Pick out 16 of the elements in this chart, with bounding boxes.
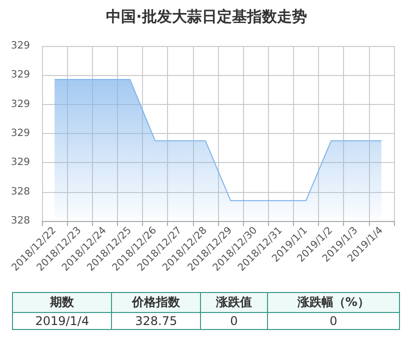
text: 涨跌值: [200, 292, 268, 312]
y-tick-label: 328: [10, 216, 30, 226]
y-tick-label: 329: [10, 40, 30, 52]
y-tick-label: 329: [10, 157, 30, 168]
y-tick-label: 329: [10, 98, 30, 110]
text: 0: [267, 312, 400, 330]
text: 价格指数: [112, 292, 200, 312]
text: 2019/1/4: [12, 312, 112, 330]
y-tick-label: 328: [10, 186, 30, 198]
chart-title: 中国·批发大蒜日定基指数走势: [106, 8, 307, 26]
y-tick-label: 329: [10, 128, 30, 139]
text: 涨跌幅（%）: [267, 292, 400, 312]
text: 期数: [12, 292, 112, 312]
text: 0: [200, 312, 268, 330]
text: 328.75: [112, 312, 200, 330]
y-tick-label: 329: [10, 70, 30, 81]
